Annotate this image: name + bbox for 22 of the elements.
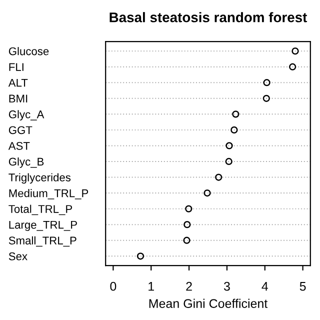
y-tick-label: GGT (8, 126, 32, 134)
x-tick-label: 0 (110, 282, 116, 291)
y-tick-label: Triglycerides (8, 173, 71, 184)
x-tick-label: 3 (224, 282, 230, 291)
y-tick-label: AST (8, 142, 30, 150)
y-tick-label: ALT (8, 78, 28, 87)
y-tick-label: Glucose (8, 47, 49, 56)
y-tick-label: BMI (9, 94, 28, 102)
x-tick-label: 5 (300, 282, 306, 291)
y-tick-label: Large_TRL_P (9, 220, 77, 231)
y-tick-label: Total_TRL_P (8, 204, 72, 216)
y-tick-label: FLI (9, 63, 24, 71)
y-tick-label: Sex (8, 252, 28, 260)
x-tick-label: 2 (186, 282, 192, 291)
y-tick-label: Medium_TRL_P (9, 189, 88, 200)
x-tick-label: 4 (262, 282, 268, 291)
x-axis-title: Mean Gini Coefficient (149, 298, 268, 308)
chart-title: Basal steatosis random forest (110, 12, 308, 22)
x-tick-label: 1 (148, 282, 154, 291)
y-tick-label: Glyc_B (8, 157, 44, 168)
y-tick-label: Glyc_A (8, 110, 44, 120)
y-tick-label: Small_TRL_P (8, 236, 76, 247)
